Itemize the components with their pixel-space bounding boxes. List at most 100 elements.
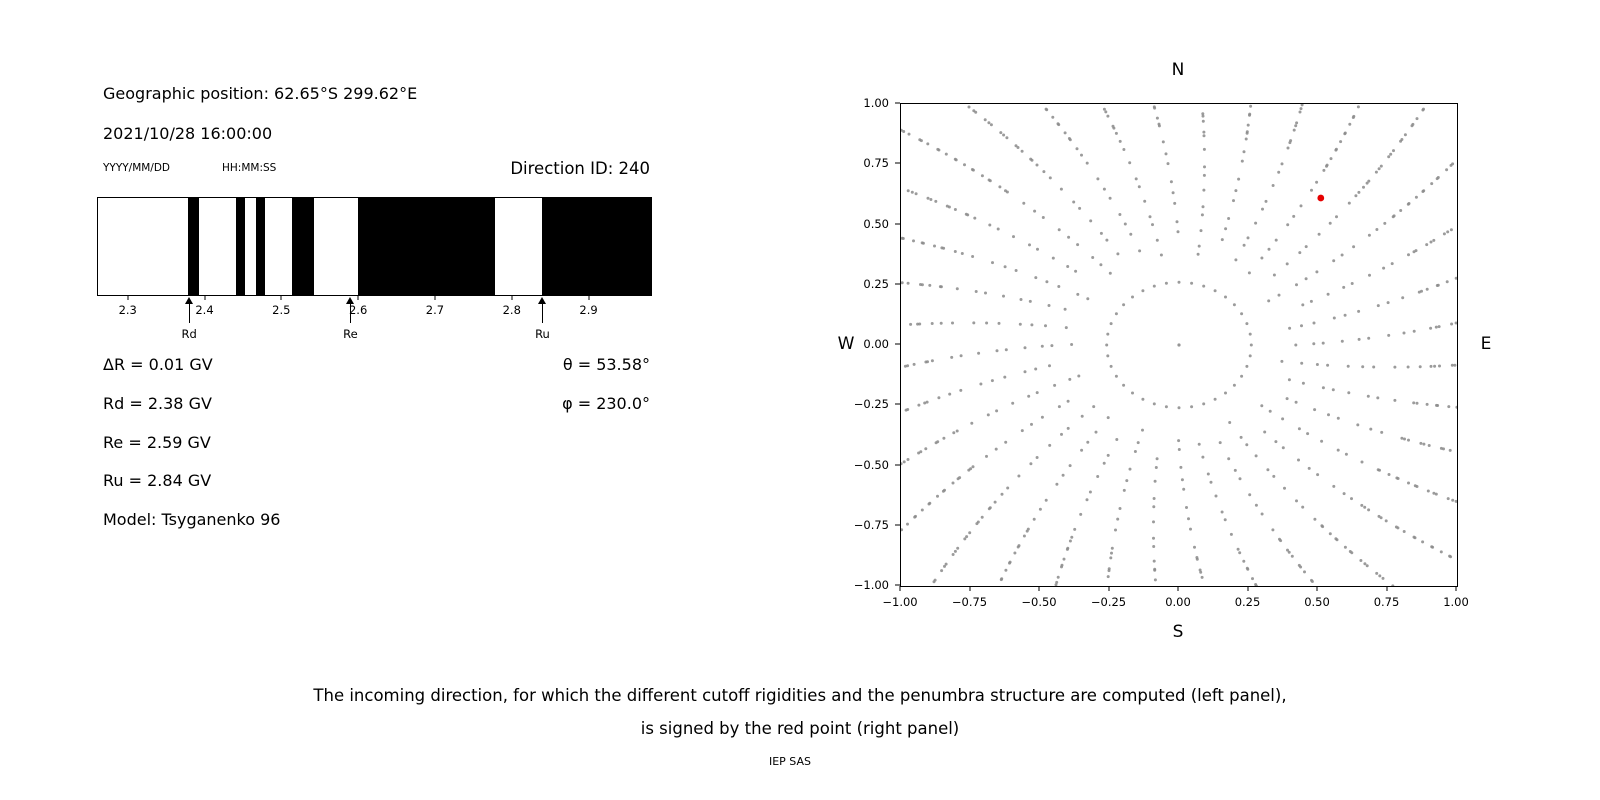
scatter-dot — [944, 562, 948, 566]
scatter-dot — [930, 359, 934, 363]
scatter-dot — [1141, 428, 1144, 432]
scatter-dot — [1025, 529, 1029, 533]
scatter-dot — [927, 502, 931, 506]
scatter-dot — [1301, 505, 1305, 509]
scatter-dot — [1403, 437, 1406, 441]
scatter-dot — [1193, 545, 1196, 549]
scatter-dot — [1022, 201, 1026, 205]
scatter-dot — [1453, 363, 1457, 367]
scatter-dot — [1116, 517, 1120, 521]
scatter-dot — [1075, 147, 1079, 151]
scatter-dot — [1063, 307, 1067, 311]
scatter-dot — [1054, 583, 1058, 586]
scatter-dot — [942, 436, 946, 440]
penumbra-tick-label: 2.7 — [425, 303, 445, 317]
scatter-dot — [1281, 446, 1285, 450]
rigidity-marker-label: Re — [343, 327, 358, 341]
scatter-dot — [1372, 365, 1376, 369]
scatter-dot — [937, 396, 941, 400]
scatter-dot — [1347, 201, 1351, 205]
scatter-dot — [1068, 539, 1072, 543]
scatter-dot — [967, 468, 971, 472]
scatter-dot — [1376, 396, 1380, 400]
scatter-dot — [1122, 383, 1126, 387]
scatter-dot — [950, 355, 954, 359]
scatter-dot — [1449, 555, 1453, 559]
scatter-dot — [979, 382, 983, 386]
penumbra-tick-mark — [357, 296, 359, 300]
scatter-dot — [1092, 405, 1096, 409]
scatter-dot — [1387, 333, 1391, 337]
scatter-dot — [951, 553, 955, 556]
penumbra-tick-label: 2.8 — [502, 303, 521, 317]
y-tick-label: 0.00 — [863, 337, 889, 351]
scatter-dot — [939, 285, 943, 289]
scatter-dot — [1131, 295, 1134, 299]
scatter-dot — [1384, 519, 1388, 523]
scatter-dot — [1032, 517, 1036, 521]
scatter-dot — [906, 522, 909, 526]
scatter-dot — [1060, 432, 1063, 436]
scatter-dot — [1187, 517, 1190, 521]
scatter-dot — [1000, 492, 1004, 496]
scatter-dot — [1425, 402, 1429, 406]
scatter-dot — [991, 261, 994, 265]
scatter-dot — [1036, 247, 1039, 251]
scatter-dot — [1028, 299, 1032, 303]
scatter-dot — [926, 142, 930, 146]
scatter-dot — [1034, 367, 1038, 371]
y-tick-mark — [895, 343, 900, 345]
scatter-dot — [1108, 271, 1112, 275]
scatter-dot — [1091, 256, 1095, 259]
scatter-dot — [1422, 442, 1426, 446]
scatter-dot — [1096, 475, 1100, 478]
scatter-dot — [1254, 221, 1258, 225]
scatter-dot — [1352, 245, 1356, 249]
date-format-label: YYYY/MM/DD — [103, 162, 171, 174]
scatter-dot — [959, 354, 963, 358]
scatter-dot — [1152, 105, 1156, 109]
scatter-dot — [995, 409, 999, 413]
scatter-dot — [1051, 115, 1055, 119]
y-tick-mark — [895, 223, 900, 224]
scatter-dot — [1403, 133, 1407, 137]
scatter-dot — [1096, 177, 1100, 181]
scatter-dot — [1288, 326, 1292, 330]
scatter-dot — [1003, 375, 1007, 379]
scatter-dot — [1201, 112, 1205, 116]
scatter-dot — [1307, 466, 1311, 470]
scatter-dot — [1202, 284, 1206, 288]
scatter-dot — [1393, 365, 1397, 369]
scatter-dot — [1203, 165, 1206, 169]
scatter-dot — [1109, 322, 1113, 326]
scatter-dot — [1099, 263, 1103, 267]
scatter-dot — [926, 196, 930, 200]
scatter-dot — [1283, 486, 1286, 490]
scatter-dot — [1425, 243, 1429, 247]
penumbra-markers: Rd Re Ru — [97, 296, 650, 352]
scatter-dot — [960, 252, 964, 255]
scatter-dot — [1367, 508, 1371, 512]
scatter-dot — [1326, 363, 1330, 367]
scatter-dot — [1155, 457, 1159, 461]
scatter-dot — [1080, 414, 1084, 418]
scatter-dot — [1415, 485, 1419, 488]
scatter-dot — [1245, 443, 1249, 447]
scatter-dot — [1334, 147, 1338, 151]
scatter-dot — [1264, 199, 1268, 203]
x-tick-mark — [1455, 586, 1457, 591]
scatter-dot — [925, 400, 929, 404]
scatter-dot — [1014, 269, 1018, 272]
scatter-dot — [1454, 499, 1457, 503]
x-tick-label: 0.75 — [1373, 595, 1400, 609]
scatter-dot — [1429, 364, 1433, 368]
scatter-dot — [1402, 530, 1406, 533]
scatter-dot — [1102, 107, 1106, 111]
scatter-dot — [1260, 404, 1264, 408]
scatter-dot — [919, 283, 922, 286]
scatter-dot — [1064, 326, 1068, 330]
scatter-dot — [1292, 214, 1296, 218]
scatter-dot — [1020, 429, 1024, 433]
scatter-dot — [1433, 364, 1437, 368]
scatter-dot — [920, 241, 924, 245]
